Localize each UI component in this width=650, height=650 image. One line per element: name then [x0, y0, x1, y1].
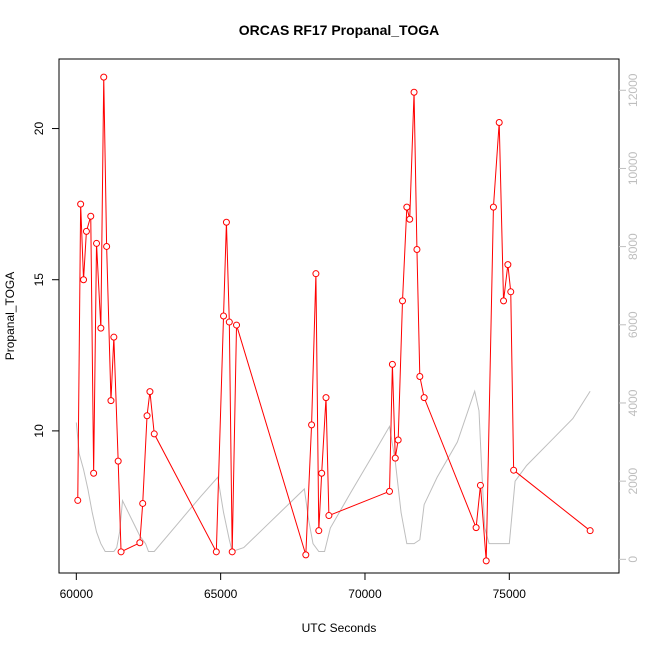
- y-tick-label-right: 12000: [626, 73, 640, 107]
- data-point: [315, 527, 323, 535]
- data-point: [302, 551, 310, 559]
- data-point: [420, 394, 428, 402]
- x-tick-label: 60000: [60, 587, 94, 601]
- plot-box: [58, 58, 620, 574]
- data-point: [228, 548, 236, 556]
- data-point: [97, 324, 105, 332]
- data-point: [312, 270, 320, 278]
- data-point: [413, 245, 421, 253]
- data-point: [386, 487, 394, 495]
- data-point: [114, 457, 122, 465]
- data-point: [325, 512, 333, 520]
- y-axis-label: Propanal_TOGA: [3, 272, 17, 361]
- data-point: [510, 466, 518, 474]
- y-tick-label-right: 0: [626, 556, 640, 563]
- data-point: [586, 527, 594, 535]
- y-tick-label-right: 8000: [626, 233, 640, 260]
- y-tick-label-right: 6000: [626, 311, 640, 338]
- y-tick-label-left: 15: [32, 273, 46, 287]
- data-point: [489, 203, 497, 211]
- x-axis-label: UTC Seconds: [302, 621, 377, 635]
- data-point: [308, 421, 316, 429]
- data-point: [90, 469, 98, 477]
- x-tick-label: 75000: [493, 587, 527, 601]
- data-point: [322, 394, 330, 402]
- data-point: [507, 288, 515, 296]
- series-secondary: [75, 389, 591, 553]
- data-point: [77, 200, 85, 208]
- data-point: [388, 360, 396, 368]
- secondary-series-line: [75, 389, 591, 553]
- y-axis-left: 10 15 20: [32, 122, 59, 438]
- data-point: [220, 312, 228, 320]
- data-point: [93, 239, 101, 247]
- data-point: [136, 539, 144, 547]
- y-tick-label-right: 2000: [626, 467, 640, 494]
- data-point: [472, 524, 480, 532]
- y-axis-right: 0 2000 4000 6000 8000 10000 12000: [619, 73, 640, 563]
- data-point: [150, 430, 158, 438]
- y-tick-label-left: 20: [32, 122, 46, 136]
- data-point: [100, 73, 108, 81]
- data-point: [74, 496, 82, 504]
- data-point: [504, 261, 512, 269]
- x-tick-label: 70000: [348, 587, 382, 601]
- data-point: [416, 372, 424, 380]
- data-point: [410, 88, 418, 96]
- series-primary: [74, 73, 594, 565]
- data-point: [482, 557, 490, 565]
- data-point: [143, 412, 151, 420]
- data-point: [80, 276, 88, 284]
- data-point: [500, 297, 508, 305]
- y-tick-label-right: 10000: [626, 151, 640, 185]
- x-axis: 60000 65000 70000 75000: [60, 573, 527, 601]
- y-tick-label-right: 4000: [626, 389, 640, 416]
- chart-title: ORCAS RF17 Propanal_TOGA: [239, 22, 439, 38]
- data-point: [318, 469, 326, 477]
- data-point: [391, 454, 399, 462]
- data-point: [406, 215, 414, 223]
- data-point: [225, 318, 233, 326]
- data-point: [117, 548, 125, 556]
- data-point: [403, 203, 411, 211]
- data-point: [146, 388, 154, 396]
- data-point: [110, 333, 118, 341]
- data-point: [212, 548, 220, 556]
- data-point: [476, 481, 484, 489]
- data-point: [495, 118, 503, 126]
- data-point: [139, 499, 147, 507]
- x-tick-label: 65000: [204, 587, 238, 601]
- data-point: [87, 212, 95, 220]
- data-point: [107, 397, 115, 405]
- data-point: [233, 321, 241, 329]
- data-point: [103, 242, 111, 250]
- data-point: [394, 436, 402, 444]
- y-tick-label-left: 10: [32, 424, 46, 438]
- data-point: [222, 218, 230, 226]
- data-point: [82, 227, 90, 235]
- primary-series-line: [77, 77, 591, 561]
- data-point: [399, 297, 407, 305]
